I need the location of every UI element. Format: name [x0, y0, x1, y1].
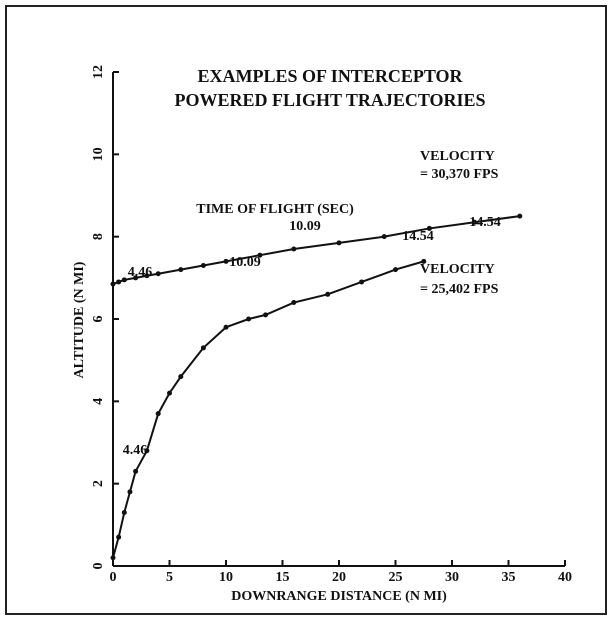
x-tick-label: 5	[166, 570, 173, 585]
trajectory-line	[112, 260, 425, 559]
x-tick-label: 10	[219, 570, 233, 585]
point	[144, 448, 150, 454]
point	[291, 300, 297, 306]
point	[133, 468, 139, 474]
x-tick-label: 30	[445, 570, 459, 585]
annotation: TIME OF FLIGHT (SEC)	[196, 202, 354, 217]
point	[116, 279, 122, 285]
point	[381, 234, 387, 240]
point	[155, 411, 161, 417]
y-tick-label: 12	[91, 65, 106, 79]
y-tick-label: 8	[91, 233, 106, 240]
point	[325, 291, 331, 297]
point	[167, 390, 172, 396]
point	[133, 275, 139, 281]
point	[246, 316, 252, 322]
y-tick-label: 6	[91, 316, 106, 323]
frame	[5, 5, 607, 615]
x-axis-label: DOWNRANGE DISTANCE (N MI)	[231, 589, 447, 604]
point	[110, 281, 116, 287]
annotation: 14.54	[402, 229, 434, 244]
point	[336, 240, 342, 246]
annotation: 4.46	[123, 443, 148, 458]
x-tick-label: 20	[332, 570, 346, 585]
annotation: VELOCITY	[420, 262, 495, 277]
point	[116, 534, 122, 540]
point	[223, 324, 229, 330]
annotation: 10.09	[289, 219, 321, 234]
y-tick-label: 0	[91, 563, 106, 570]
y-tick-label: 4	[91, 398, 106, 405]
point	[110, 555, 116, 561]
point	[223, 258, 229, 264]
y-tick-label: 2	[91, 480, 106, 487]
point	[393, 267, 398, 273]
point	[178, 267, 184, 273]
annotation: = 25,402 FPS	[420, 282, 499, 297]
point	[121, 509, 127, 515]
x-tick-label: 0	[110, 570, 117, 585]
point	[472, 219, 478, 225]
x-tick-label: 35	[502, 570, 516, 585]
y-tick-label: 10	[91, 147, 106, 161]
annotation: VELOCITY	[420, 149, 495, 164]
chart-title: EXAMPLES OF INTERCEPTOR	[197, 66, 463, 86]
point	[257, 252, 263, 258]
x-tick-label: 40	[558, 570, 572, 585]
x-tick-label: 25	[389, 570, 403, 585]
trajectory-line	[112, 215, 520, 285]
point	[421, 258, 427, 264]
annotation: 14.54	[469, 215, 501, 230]
point	[178, 374, 184, 380]
point	[359, 279, 365, 285]
annotation: 4.46	[128, 265, 153, 280]
point	[517, 213, 523, 219]
annotation: = 30,370 FPS	[420, 167, 499, 182]
point	[200, 262, 206, 268]
chart-title: POWERED FLIGHT TRAJECTORIES	[174, 90, 485, 110]
point	[121, 277, 127, 283]
point	[127, 489, 133, 495]
x-tick-label: 15	[276, 570, 290, 585]
point	[426, 225, 432, 231]
point	[263, 312, 269, 318]
y-axis-label: ALTITUDE (N MI)	[72, 261, 87, 378]
point	[155, 271, 161, 277]
point	[200, 345, 206, 351]
point	[144, 273, 150, 279]
annotation: 10.09	[229, 255, 261, 270]
point	[291, 246, 297, 252]
